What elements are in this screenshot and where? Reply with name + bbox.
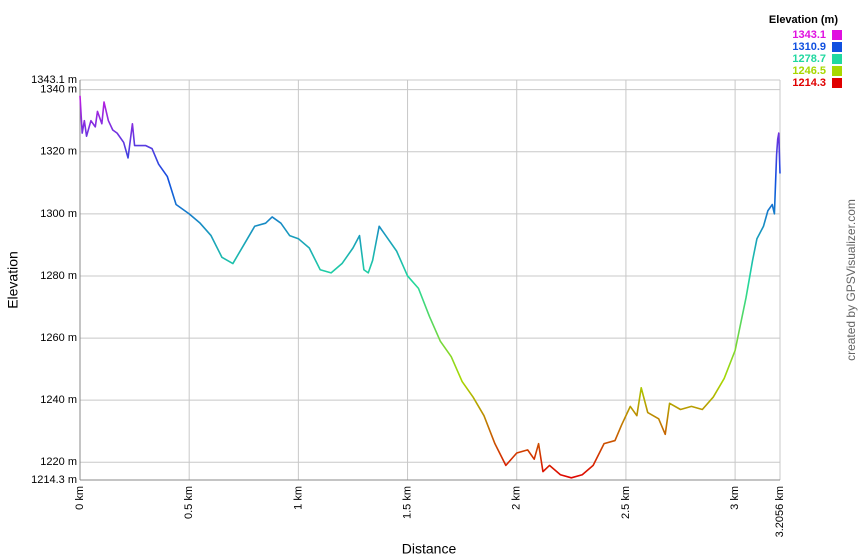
legend-swatch — [832, 30, 842, 40]
elevation-line — [79, 95, 781, 479]
y-tick-label: 1300 m — [40, 208, 77, 220]
x-tick-label: 3.2056 km — [774, 486, 786, 537]
x-tick-label: 2 km — [511, 486, 523, 510]
x-tick-label: 2.5 km — [620, 486, 632, 519]
legend-swatch — [832, 78, 842, 88]
legend-swatch — [832, 66, 842, 76]
y-tick-label: 1240 m — [40, 394, 77, 406]
y-tick-label: 1260 m — [40, 332, 77, 344]
legend-label: 1343.1 — [792, 29, 826, 41]
x-axis-title: Distance — [402, 541, 457, 557]
y-tick-label: 1343.1 m — [31, 74, 77, 86]
legend-label: 1214.3 — [792, 77, 826, 89]
y-tick-label: 1214.3 m — [31, 474, 77, 486]
x-tick-label: 3 km — [729, 486, 741, 510]
x-tick-label: 0 km — [74, 486, 86, 510]
y-tick-label: 1320 m — [40, 146, 77, 158]
y-axis-title: Elevation — [5, 251, 21, 309]
credit: created by GPSVisualizer.com — [844, 199, 858, 361]
x-tick-label: 1.5 km — [401, 486, 413, 519]
legend-swatch — [832, 54, 842, 64]
y-tick-label: 1220 m — [40, 456, 77, 468]
legend-title: Elevation (m) — [769, 14, 838, 26]
legend-swatch — [832, 42, 842, 52]
legend-label: 1246.5 — [792, 65, 826, 77]
legend-label: 1278.7 — [792, 53, 826, 65]
x-tick-label: 0.5 km — [183, 486, 195, 519]
x-tick-label: 1 km — [292, 486, 304, 510]
y-tick-label: 1340 m — [40, 84, 77, 96]
legend-label: 1310.9 — [792, 41, 826, 53]
y-tick-label: 1280 m — [40, 270, 77, 282]
